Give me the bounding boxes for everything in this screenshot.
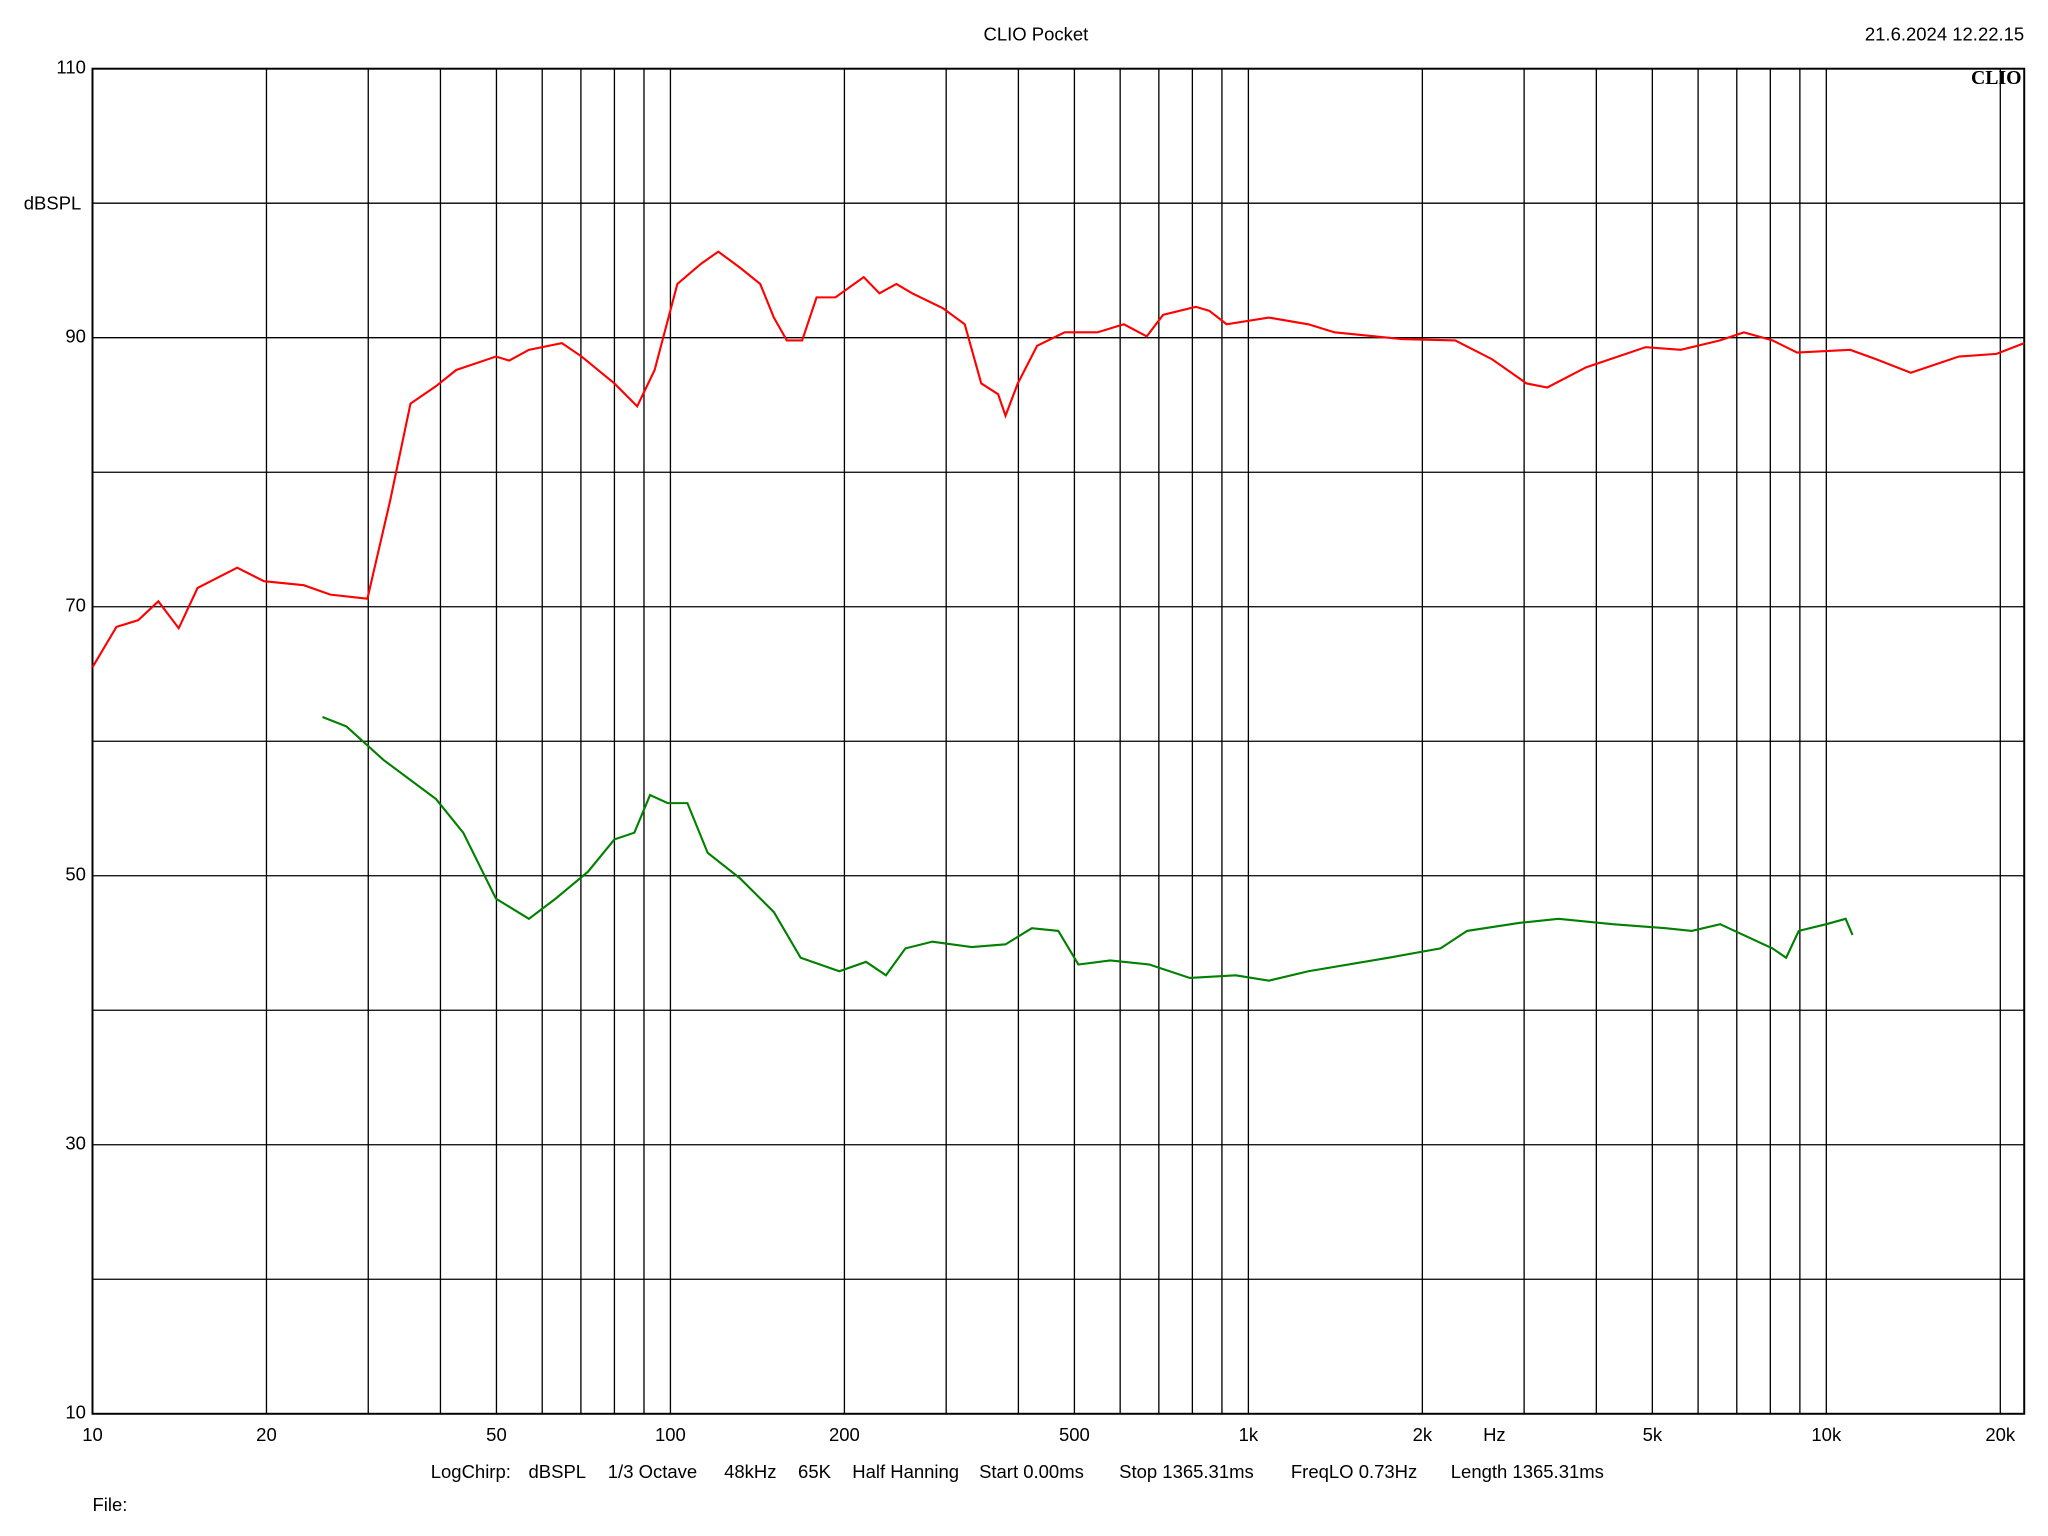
plot-frame	[91, 67, 2026, 1415]
x-tick-label: 10	[82, 1424, 103, 1445]
settings-item: LogChirp:	[431, 1461, 511, 1482]
y-tick-label: 90	[65, 326, 86, 347]
settings-item: Half Hanning	[852, 1461, 959, 1482]
settings-item: Start 0.00ms	[979, 1461, 1084, 1482]
data-line	[91, 250, 2025, 668]
settings-item: 65K	[798, 1461, 832, 1482]
settings-item: dBSPL	[529, 1461, 587, 1482]
x-tick-label: 2k	[1413, 1424, 1433, 1445]
settings-item: FreqLO 0.73Hz	[1291, 1461, 1417, 1482]
x-tick-label: 100	[655, 1424, 686, 1445]
x-tick-label: 1k	[1239, 1424, 1259, 1445]
x-tick-label: 20k	[1985, 1424, 2016, 1445]
x-tick-label: 5k	[1643, 1424, 1663, 1445]
settings-item: Stop 1365.31ms	[1119, 1461, 1254, 1482]
x-tick-label: 20	[256, 1424, 277, 1445]
logo: CLIO	[1971, 67, 2022, 89]
x-axis-label: Hz	[1483, 1424, 1506, 1445]
x-tick-label: 10k	[1811, 1424, 1842, 1445]
y-axis-label: dBSPL	[24, 193, 82, 214]
settings-item: Length 1365.31ms	[1451, 1461, 1604, 1482]
y-tick-label: 110	[56, 57, 85, 78]
file-label: File:	[92, 1494, 127, 1515]
y-tick-label: 70	[65, 595, 86, 616]
x-tick-label: 500	[1059, 1424, 1090, 1445]
data-line	[322, 716, 1854, 982]
y-tick-label: 50	[65, 864, 86, 885]
y-tick-label: 30	[65, 1133, 86, 1154]
y-tick-label: 10	[65, 1402, 86, 1423]
settings-item: 48kHz	[724, 1461, 776, 1482]
timestamp: 21.6.2024 12.22.15	[1865, 24, 2024, 45]
settings-item: 1/3 Octave	[608, 1461, 697, 1482]
chart-title: CLIO Pocket	[983, 24, 1088, 45]
x-tick-label: 50	[486, 1424, 507, 1445]
x-tick-label: 200	[829, 1424, 860, 1445]
